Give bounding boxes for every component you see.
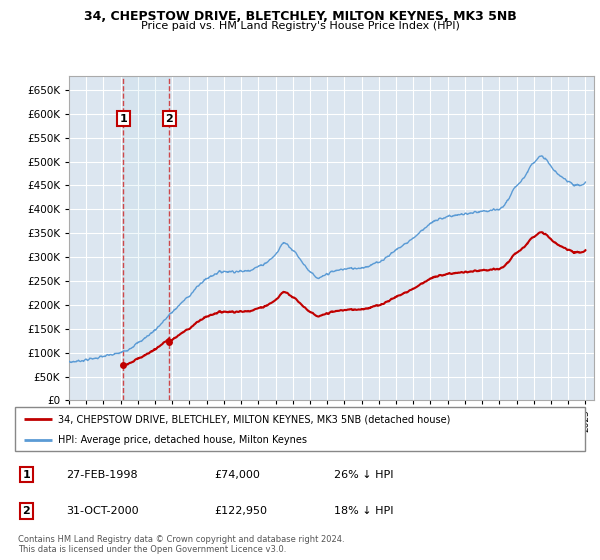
Text: Price paid vs. HM Land Registry's House Price Index (HPI): Price paid vs. HM Land Registry's House … [140, 21, 460, 31]
Text: 2: 2 [166, 114, 173, 124]
Text: HPI: Average price, detached house, Milton Keynes: HPI: Average price, detached house, Milt… [58, 435, 307, 445]
Text: 18% ↓ HPI: 18% ↓ HPI [334, 506, 394, 516]
Bar [123, 76, 169, 400]
Text: £74,000: £74,000 [215, 470, 260, 479]
Text: 31-OCT-2000: 31-OCT-2000 [66, 506, 139, 516]
Text: 26% ↓ HPI: 26% ↓ HPI [334, 470, 394, 479]
Text: 1: 1 [119, 114, 127, 124]
Text: 2: 2 [23, 506, 30, 516]
FancyBboxPatch shape [15, 407, 585, 451]
Text: 1: 1 [23, 470, 30, 479]
Text: £122,950: £122,950 [215, 506, 268, 516]
Text: 34, CHEPSTOW DRIVE, BLETCHLEY, MILTON KEYNES, MK3 5NB (detached house): 34, CHEPSTOW DRIVE, BLETCHLEY, MILTON KE… [58, 414, 450, 424]
Text: 34, CHEPSTOW DRIVE, BLETCHLEY, MILTON KEYNES, MK3 5NB: 34, CHEPSTOW DRIVE, BLETCHLEY, MILTON KE… [83, 10, 517, 23]
Text: 27-FEB-1998: 27-FEB-1998 [66, 470, 138, 479]
Text: Contains HM Land Registry data © Crown copyright and database right 2024.
This d: Contains HM Land Registry data © Crown c… [18, 535, 344, 554]
